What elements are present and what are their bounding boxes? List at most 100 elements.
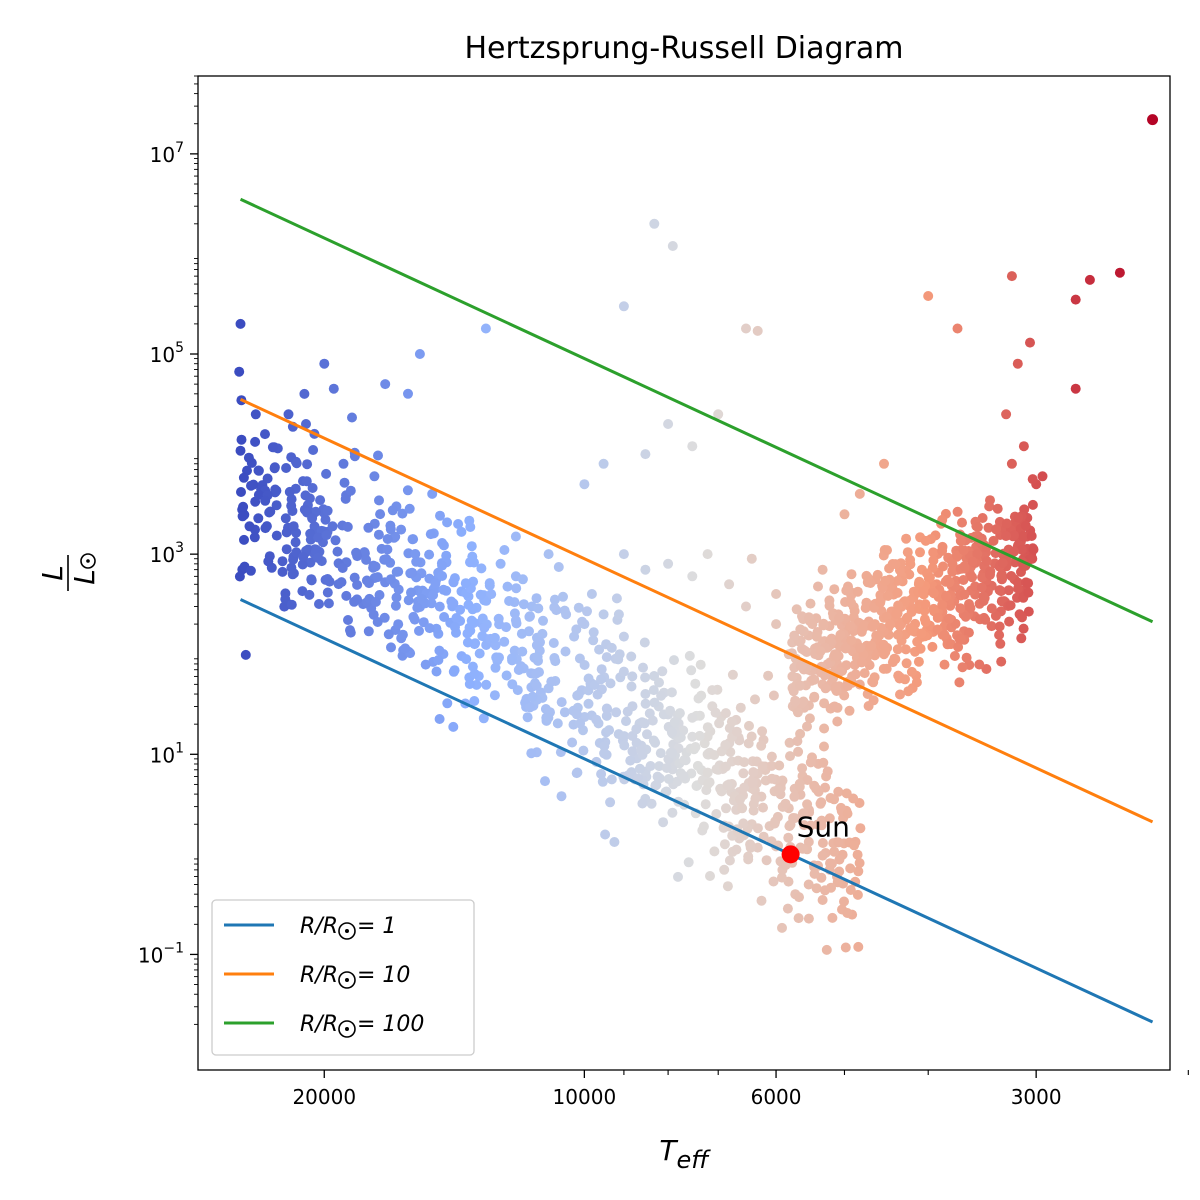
star-point xyxy=(789,630,800,641)
star-point xyxy=(588,635,599,646)
star-point xyxy=(314,599,324,609)
star-point xyxy=(669,655,679,666)
star-point xyxy=(809,868,820,879)
star-point xyxy=(391,566,402,577)
star-point xyxy=(658,817,669,828)
star-point xyxy=(824,600,835,611)
star-point xyxy=(924,572,935,583)
star-point xyxy=(298,551,309,562)
star-point xyxy=(589,680,600,690)
star-point xyxy=(996,570,1007,581)
star-point xyxy=(907,625,918,636)
star-point xyxy=(347,412,357,423)
star-point xyxy=(489,632,500,643)
star-point xyxy=(710,707,721,718)
star-point xyxy=(393,619,404,630)
star-point xyxy=(269,463,280,474)
star-point xyxy=(952,323,963,334)
star-point xyxy=(941,591,951,602)
star-point xyxy=(746,553,757,564)
sun-symbol-dot-icon xyxy=(86,559,90,563)
star-point xyxy=(996,656,1007,667)
star-point xyxy=(345,485,356,496)
legend: R/R = 1 R/R = 10 R/R = 100 xyxy=(211,899,475,1056)
star-point xyxy=(852,849,863,860)
star-point xyxy=(372,617,383,627)
star-point xyxy=(291,458,302,469)
star-point xyxy=(698,821,709,832)
star-point xyxy=(852,889,863,900)
star-point xyxy=(618,666,629,677)
star-point xyxy=(390,600,401,611)
star-point xyxy=(244,521,255,532)
star-point xyxy=(780,798,791,809)
star-point xyxy=(271,500,282,511)
star-point xyxy=(403,388,413,399)
star-point xyxy=(424,549,435,560)
star-point xyxy=(694,730,705,741)
y-axis: 10−1 101 103 105 107 xyxy=(138,75,198,1025)
star-point xyxy=(408,534,419,545)
y-tick-label: 101 xyxy=(150,740,184,767)
star-point xyxy=(467,551,478,562)
star-point xyxy=(507,679,518,690)
star-point xyxy=(504,596,515,606)
star-point xyxy=(920,599,931,610)
star-point xyxy=(750,793,761,804)
star-point xyxy=(738,768,749,779)
star-point xyxy=(771,619,782,630)
star-point xyxy=(713,409,724,420)
legend-label-prefix: R/R xyxy=(300,1012,338,1037)
star-point xyxy=(336,577,347,588)
star-point xyxy=(391,592,402,603)
star-point xyxy=(654,677,664,688)
star-point xyxy=(243,452,254,463)
star-point xyxy=(674,708,685,719)
star-point xyxy=(901,658,912,669)
star-point xyxy=(621,716,631,727)
star-point xyxy=(416,594,427,605)
star-point xyxy=(592,689,603,700)
star-point xyxy=(724,855,735,866)
star-point xyxy=(410,549,421,559)
star-point xyxy=(438,584,449,595)
star-point xyxy=(991,524,1002,535)
star-point xyxy=(328,383,339,394)
legend-box xyxy=(211,899,475,1056)
star-point xyxy=(1084,274,1095,285)
legend-label-suffix: = 10 xyxy=(357,963,410,988)
star-point xyxy=(507,653,517,664)
star-point xyxy=(703,778,714,789)
star-point xyxy=(817,564,828,575)
star-point xyxy=(750,694,760,705)
star-point xyxy=(875,597,886,608)
star-point xyxy=(441,550,452,561)
star-point xyxy=(373,450,383,461)
star-point xyxy=(834,854,845,865)
star-point xyxy=(722,881,733,892)
sun-label: Sun xyxy=(797,810,850,843)
star-point xyxy=(817,895,828,905)
star-point xyxy=(719,839,730,850)
star-point xyxy=(442,698,453,709)
star-point xyxy=(385,574,396,585)
star-point xyxy=(321,530,332,541)
star-point xyxy=(709,750,720,760)
star-point xyxy=(599,741,610,752)
star-point xyxy=(773,784,784,795)
star-point xyxy=(638,662,648,673)
star-point xyxy=(965,603,976,613)
star-point xyxy=(840,643,851,654)
star-point xyxy=(579,479,590,490)
sun-layer: Sun xyxy=(781,810,850,864)
star-point xyxy=(372,572,383,583)
y-label-denominator: L xyxy=(68,569,101,585)
star-point xyxy=(724,579,735,590)
star-point xyxy=(849,840,860,851)
star-point xyxy=(939,659,950,670)
star-point xyxy=(648,685,659,696)
star-point xyxy=(841,660,852,671)
star-point xyxy=(578,745,589,756)
star-point xyxy=(1018,441,1029,452)
